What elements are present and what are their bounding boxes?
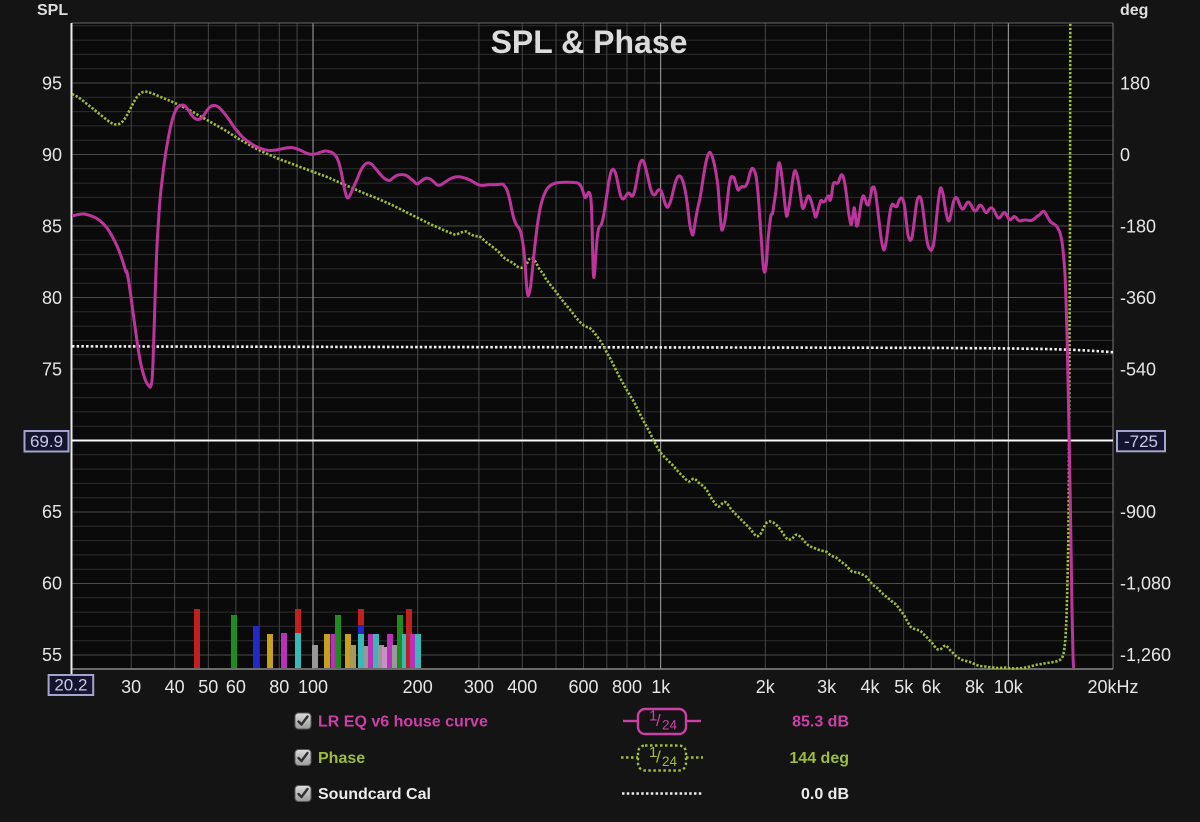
svg-text:65: 65 (42, 502, 62, 522)
svg-text:2k: 2k (756, 677, 776, 697)
svg-text:5k: 5k (894, 677, 914, 697)
svg-text:/: / (656, 748, 661, 767)
svg-text:-900: -900 (1120, 502, 1156, 522)
svg-text:-360: -360 (1120, 288, 1156, 308)
svg-text:/: / (656, 711, 661, 730)
svg-text:-1,260: -1,260 (1120, 645, 1171, 665)
svg-text:6k: 6k (922, 677, 942, 697)
svg-text:Soundcard Cal: Soundcard Cal (318, 786, 431, 803)
svg-text:30: 30 (121, 677, 141, 697)
svg-text:60: 60 (42, 574, 62, 594)
svg-text:69.9: 69.9 (30, 432, 63, 451)
svg-text:-1,080: -1,080 (1120, 574, 1171, 594)
svg-text:80: 80 (269, 677, 289, 697)
svg-text:24: 24 (662, 718, 678, 733)
svg-text:1: 1 (649, 708, 657, 725)
svg-text:95: 95 (42, 74, 62, 94)
svg-text:Phase: Phase (318, 750, 365, 767)
svg-text:55: 55 (42, 645, 62, 665)
svg-text:80: 80 (42, 288, 62, 308)
svg-text:40: 40 (165, 677, 185, 697)
svg-text:4k: 4k (860, 677, 880, 697)
svg-text:24: 24 (662, 754, 678, 769)
svg-text:LR EQ v6 house curve: LR EQ v6 house curve (318, 714, 488, 731)
svg-text:-725: -725 (1124, 432, 1158, 451)
svg-text:1k: 1k (651, 677, 671, 697)
svg-text:10k: 10k (994, 677, 1024, 697)
svg-text:85: 85 (42, 217, 62, 237)
svg-text:200: 200 (403, 677, 433, 697)
svg-text:deg: deg (1120, 2, 1148, 19)
svg-text:144 deg: 144 deg (789, 750, 849, 767)
svg-text:50: 50 (198, 677, 218, 697)
svg-text:SPL & Phase: SPL & Phase (491, 24, 688, 60)
svg-text:20kHz: 20kHz (1087, 677, 1138, 697)
svg-text:85.3 dB: 85.3 dB (792, 714, 849, 731)
svg-text:1: 1 (649, 744, 657, 761)
svg-text:75: 75 (42, 360, 62, 380)
svg-text:-540: -540 (1120, 360, 1156, 380)
svg-text:400: 400 (507, 677, 537, 697)
svg-text:8k: 8k (965, 677, 985, 697)
svg-text:90: 90 (42, 145, 62, 165)
svg-text:0: 0 (1120, 145, 1130, 165)
svg-text:180: 180 (1120, 74, 1150, 94)
svg-text:60: 60 (226, 677, 246, 697)
svg-text:800: 800 (612, 677, 642, 697)
svg-text:0.0 dB: 0.0 dB (801, 786, 849, 803)
svg-text:-180: -180 (1120, 217, 1156, 237)
svg-text:300: 300 (464, 677, 494, 697)
svg-text:3k: 3k (817, 677, 837, 697)
svg-text:SPL: SPL (37, 2, 68, 19)
svg-text:600: 600 (568, 677, 598, 697)
svg-text:100: 100 (298, 677, 328, 697)
svg-text:20.2: 20.2 (54, 676, 87, 695)
